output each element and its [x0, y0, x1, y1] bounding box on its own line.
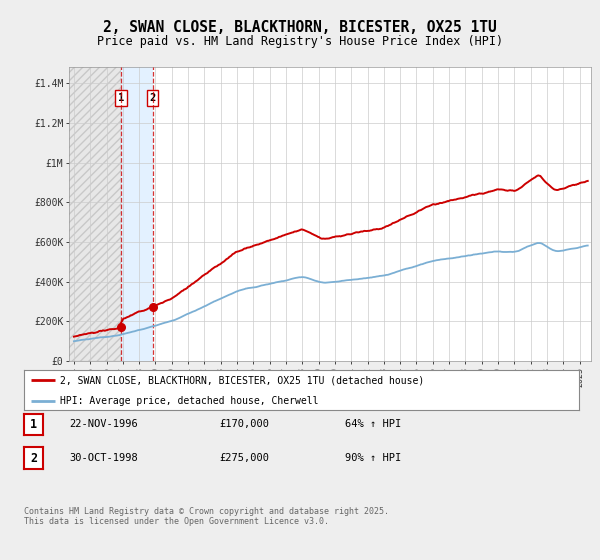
Text: 64% ↑ HPI: 64% ↑ HPI: [345, 419, 401, 430]
Text: 1: 1: [30, 418, 37, 431]
Bar: [69, 67, 121, 361]
Text: 22-NOV-1996: 22-NOV-1996: [69, 419, 138, 430]
Text: 2, SWAN CLOSE, BLACKTHORN, BICESTER, OX25 1TU: 2, SWAN CLOSE, BLACKTHORN, BICESTER, OX2…: [103, 21, 497, 35]
Text: 2: 2: [149, 93, 156, 103]
Text: £275,000: £275,000: [219, 453, 269, 463]
Text: 30-OCT-1998: 30-OCT-1998: [69, 453, 138, 463]
Text: HPI: Average price, detached house, Cherwell: HPI: Average price, detached house, Cher…: [60, 396, 319, 406]
Text: 1: 1: [118, 93, 124, 103]
Text: £170,000: £170,000: [219, 419, 269, 430]
Text: 2: 2: [30, 451, 37, 465]
Text: Contains HM Land Registry data © Crown copyright and database right 2025.
This d: Contains HM Land Registry data © Crown c…: [24, 507, 389, 526]
Text: Price paid vs. HM Land Registry's House Price Index (HPI): Price paid vs. HM Land Registry's House …: [97, 35, 503, 49]
Bar: [121, 67, 152, 361]
Text: 2, SWAN CLOSE, BLACKTHORN, BICESTER, OX25 1TU (detached house): 2, SWAN CLOSE, BLACKTHORN, BICESTER, OX2…: [60, 376, 424, 385]
Text: 90% ↑ HPI: 90% ↑ HPI: [345, 453, 401, 463]
